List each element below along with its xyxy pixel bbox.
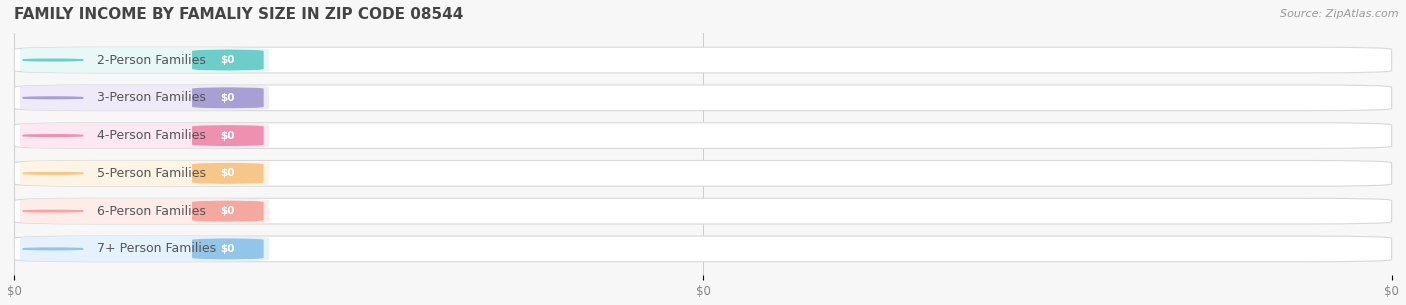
Circle shape xyxy=(22,97,83,99)
Circle shape xyxy=(22,173,83,174)
Circle shape xyxy=(22,210,83,212)
FancyBboxPatch shape xyxy=(193,125,264,146)
Text: 3-Person Families: 3-Person Families xyxy=(97,91,205,104)
FancyBboxPatch shape xyxy=(193,87,264,108)
Circle shape xyxy=(22,59,83,61)
FancyBboxPatch shape xyxy=(20,160,269,186)
Text: 2-Person Families: 2-Person Families xyxy=(97,54,205,66)
Text: $0: $0 xyxy=(221,168,235,178)
FancyBboxPatch shape xyxy=(20,198,269,224)
Circle shape xyxy=(22,135,83,136)
FancyBboxPatch shape xyxy=(14,47,1392,73)
FancyBboxPatch shape xyxy=(193,163,264,184)
Text: $0: $0 xyxy=(221,93,235,103)
FancyBboxPatch shape xyxy=(20,47,269,73)
FancyBboxPatch shape xyxy=(14,123,1392,149)
Text: 5-Person Families: 5-Person Families xyxy=(97,167,207,180)
FancyBboxPatch shape xyxy=(14,160,1392,186)
FancyBboxPatch shape xyxy=(14,198,1392,224)
Text: 4-Person Families: 4-Person Families xyxy=(97,129,205,142)
FancyBboxPatch shape xyxy=(193,238,264,260)
Text: $0: $0 xyxy=(221,55,235,65)
Text: Source: ZipAtlas.com: Source: ZipAtlas.com xyxy=(1281,9,1399,19)
FancyBboxPatch shape xyxy=(193,201,264,222)
Circle shape xyxy=(22,248,83,250)
Text: 6-Person Families: 6-Person Families xyxy=(97,205,205,218)
FancyBboxPatch shape xyxy=(20,85,269,111)
FancyBboxPatch shape xyxy=(20,236,269,262)
Text: 7+ Person Families: 7+ Person Families xyxy=(97,242,217,255)
Text: FAMILY INCOME BY FAMALIY SIZE IN ZIP CODE 08544: FAMILY INCOME BY FAMALIY SIZE IN ZIP COD… xyxy=(14,7,464,22)
FancyBboxPatch shape xyxy=(193,49,264,70)
Text: $0: $0 xyxy=(221,206,235,216)
Text: $0: $0 xyxy=(221,244,235,254)
FancyBboxPatch shape xyxy=(14,85,1392,111)
Text: $0: $0 xyxy=(221,131,235,141)
FancyBboxPatch shape xyxy=(14,236,1392,262)
FancyBboxPatch shape xyxy=(20,123,269,148)
